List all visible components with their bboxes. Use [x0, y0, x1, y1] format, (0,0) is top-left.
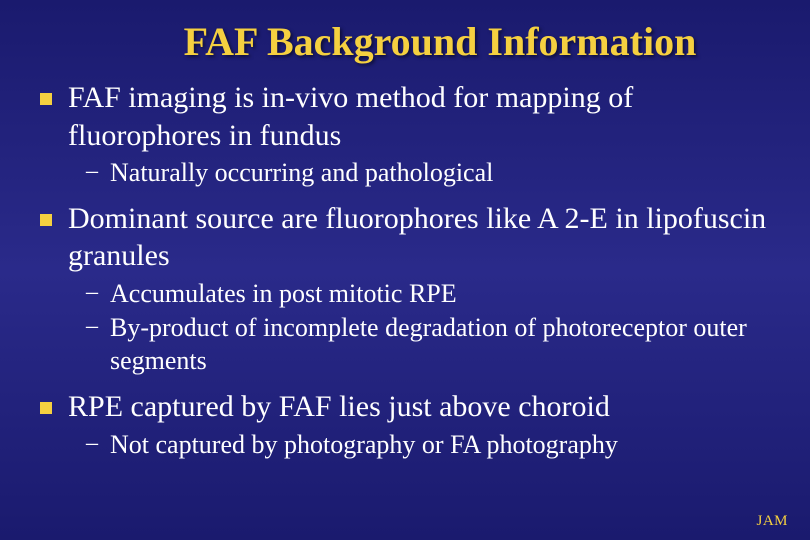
sub-bullet-text: By-product of incomplete degradation of … — [110, 311, 782, 379]
square-bullet-icon — [40, 402, 52, 414]
sub-bullet-list: – Not captured by photography or FA phot… — [28, 428, 782, 462]
bullet-text: FAF imaging is in-vivo method for mappin… — [68, 79, 782, 154]
slide-footer: JAM — [756, 513, 788, 530]
slide-content: FAF imaging is in-vivo method for mappin… — [28, 79, 782, 461]
dash-icon: – — [86, 279, 98, 306]
sub-bullet-text: Naturally occurring and pathological — [110, 156, 493, 190]
bullet-text: RPE captured by FAF lies just above chor… — [68, 388, 610, 426]
slide-container: FAF Background Information FAF imaging i… — [0, 0, 810, 540]
sub-bullet-list: – Naturally occurring and pathological — [28, 156, 782, 190]
list-item: FAF imaging is in-vivo method for mappin… — [40, 79, 782, 154]
square-bullet-icon — [40, 93, 52, 105]
bullet-list: FAF imaging is in-vivo method for mappin… — [28, 79, 782, 154]
sub-bullet-text: Not captured by photography or FA photog… — [110, 428, 618, 462]
list-item: RPE captured by FAF lies just above chor… — [40, 388, 782, 426]
list-item: – By-product of incomplete degradation o… — [86, 311, 782, 379]
dash-icon: – — [86, 158, 98, 185]
bullet-list: RPE captured by FAF lies just above chor… — [28, 388, 782, 426]
list-item: – Naturally occurring and pathological — [86, 156, 782, 190]
dash-icon: – — [86, 430, 98, 457]
list-item: – Not captured by photography or FA phot… — [86, 428, 782, 462]
bullet-list: Dominant source are fluorophores like A … — [28, 200, 782, 275]
sub-bullet-text: Accumulates in post mitotic RPE — [110, 277, 457, 311]
bullet-text: Dominant source are fluorophores like A … — [68, 200, 782, 275]
list-item: – Accumulates in post mitotic RPE — [86, 277, 782, 311]
sub-bullet-list: – Accumulates in post mitotic RPE – By-p… — [28, 277, 782, 378]
slide-title: FAF Background Information — [98, 18, 782, 65]
square-bullet-icon — [40, 214, 52, 226]
dash-icon: – — [86, 313, 98, 340]
list-item: Dominant source are fluorophores like A … — [40, 200, 782, 275]
